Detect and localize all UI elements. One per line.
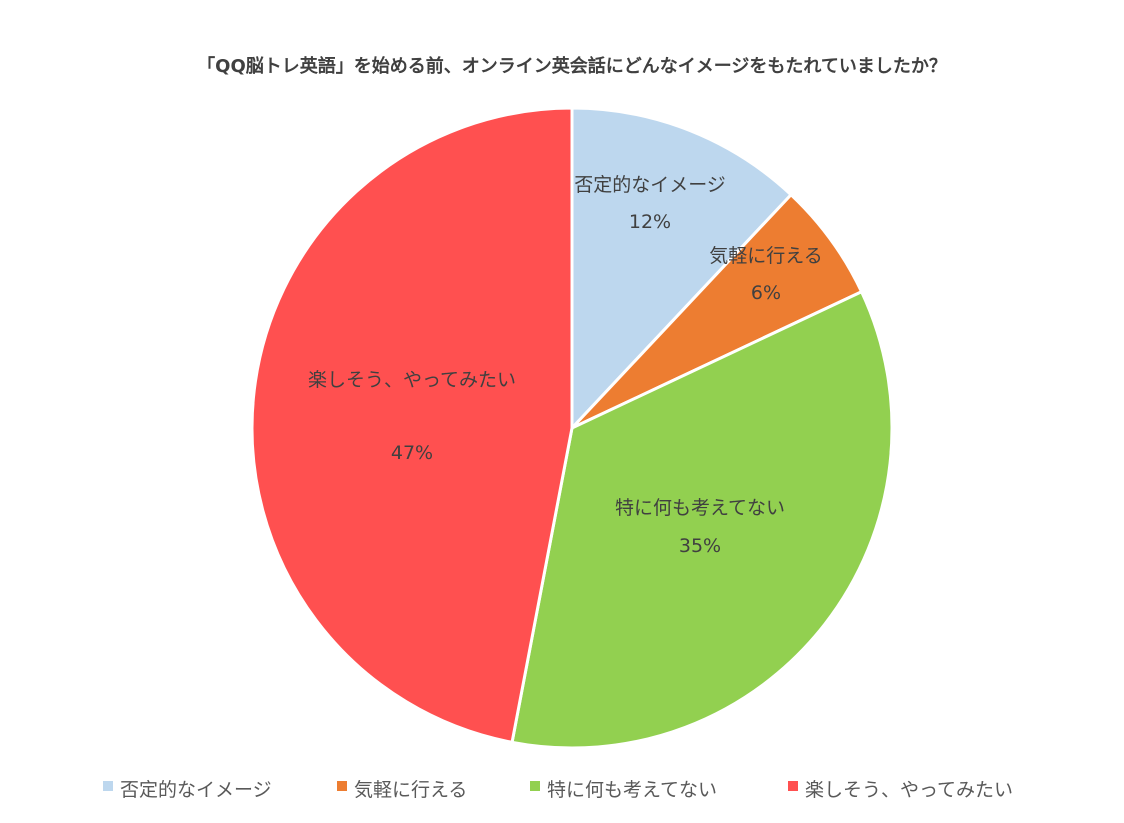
slice-category-label: 特に何も考えてない xyxy=(615,497,785,519)
legend-label: 特に何も考えてない xyxy=(547,779,717,801)
legend-label: 気軽に行える xyxy=(354,779,467,801)
slice-category-label: 楽しそう、やってみたい xyxy=(308,369,516,391)
legend-label: 否定的なイメージ xyxy=(120,779,272,801)
slice-labels: 否定的なイメージ 12% 気軽に行える 6% 特に何も考えてない 35% 楽しそう、やってみ… xyxy=(308,174,823,557)
pie-slice xyxy=(510,289,894,750)
chart-legend: 否定的なイメージ 気軽に行える 特に何も考えてない 楽しそう、やってみたい xyxy=(103,779,1013,801)
slice-value-label: 12% xyxy=(629,211,671,233)
chart-title: 「QQ脳トレ英語」を始める前、オンライン英会話にどんなイメージをもたれていました… xyxy=(197,55,947,77)
slice-value-label: 35% xyxy=(679,535,721,557)
legend-swatch xyxy=(788,781,798,791)
legend-swatch xyxy=(337,781,347,791)
slice-value-label: 47% xyxy=(391,442,433,464)
slice-category-label: 否定的なイメージ xyxy=(574,174,726,196)
legend-swatch xyxy=(103,781,113,791)
slice-value-label: 6% xyxy=(751,282,781,304)
legend-swatch xyxy=(530,781,540,791)
slice-category-label: 気軽に行える xyxy=(709,245,822,267)
pie-slice xyxy=(570,106,794,432)
pie-slice xyxy=(250,106,574,745)
pie-slices xyxy=(250,106,894,750)
pie-slice xyxy=(570,192,864,430)
legend-label: 楽しそう、やってみたい xyxy=(805,779,1013,801)
